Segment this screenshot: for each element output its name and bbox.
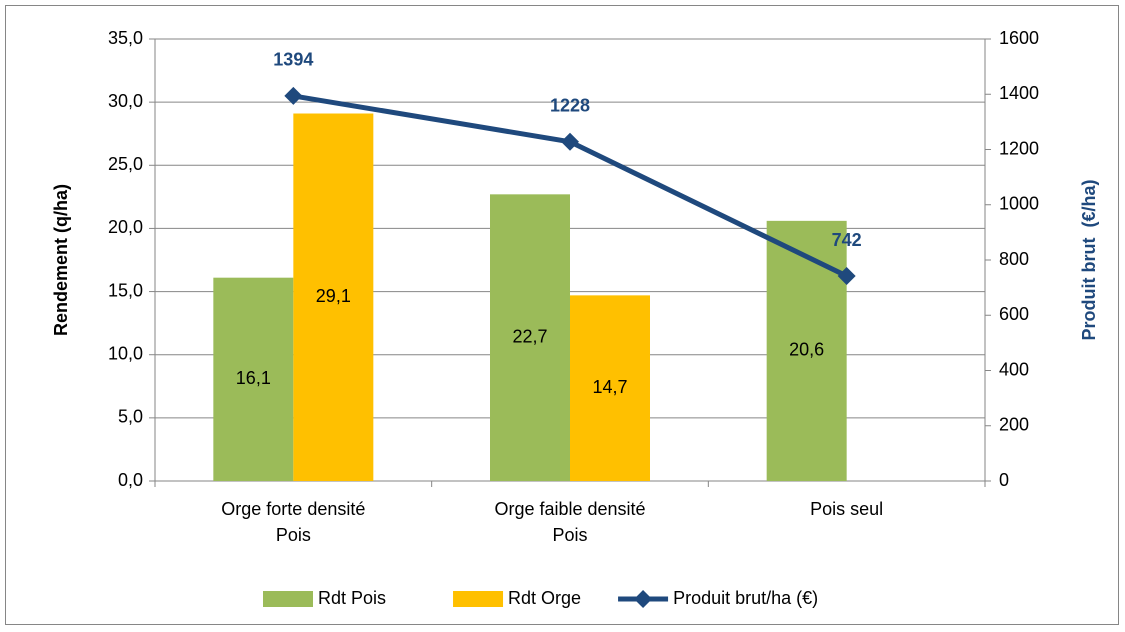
y-tick-label: 30,0 [108,91,143,111]
legend-label: Rdt Orge [508,588,581,608]
bar [293,113,374,481]
y2-tick-label: 0 [999,470,1009,490]
bar [570,295,650,481]
y2-tick-label: 600 [999,304,1029,324]
legend-swatch [453,591,504,607]
legend-label: Rdt Pois [318,588,386,608]
x-tick-label: Pois [276,525,311,545]
data-label: 20,6 [789,340,824,360]
x-tick-label: Orge faible densité [494,499,645,519]
line-marker [284,86,303,105]
y2-tick-label: 400 [999,359,1029,379]
bar [213,277,294,481]
data-label: 1394 [273,50,313,70]
y2-tick-label: 800 [999,249,1029,269]
y2-tick-label: 1400 [999,83,1039,103]
x-tick-label: Pois seul [810,499,883,519]
y2-tick-label: 200 [999,415,1029,435]
y-tick-label: 15,0 [108,280,143,300]
y-axis-title: Rendement (q/ha) [51,184,71,336]
bar [766,220,847,481]
line-marker [837,267,856,286]
data-label: 22,7 [512,326,547,346]
x-tick-label: Orge forte densité [221,499,365,519]
x-tick-label: Pois [552,525,587,545]
data-label: 16,1 [236,368,271,388]
legend-marker [634,590,653,608]
bar [490,194,570,481]
y2-tick-label: 1600 [999,28,1039,48]
y-tick-label: 10,0 [108,343,143,363]
y2-tick-label: 1200 [999,138,1039,158]
data-label: 742 [832,230,862,250]
legend-label: Produit brut/ha (€) [673,588,818,608]
y-tick-label: 35,0 [108,28,143,48]
y2-tick-label: 1000 [999,194,1039,214]
data-label: 14,7 [592,377,627,397]
data-label: 29,1 [316,286,351,306]
y-tick-label: 25,0 [108,154,143,174]
y-tick-label: 0,0 [118,470,143,490]
data-label: 1228 [550,96,590,116]
y-tick-label: 5,0 [118,407,143,427]
y-tick-label: 20,0 [108,217,143,237]
line-marker [561,132,579,151]
legend-swatch [263,591,313,607]
y2-axis-title: Produit brut (€/ha) [1079,180,1099,341]
